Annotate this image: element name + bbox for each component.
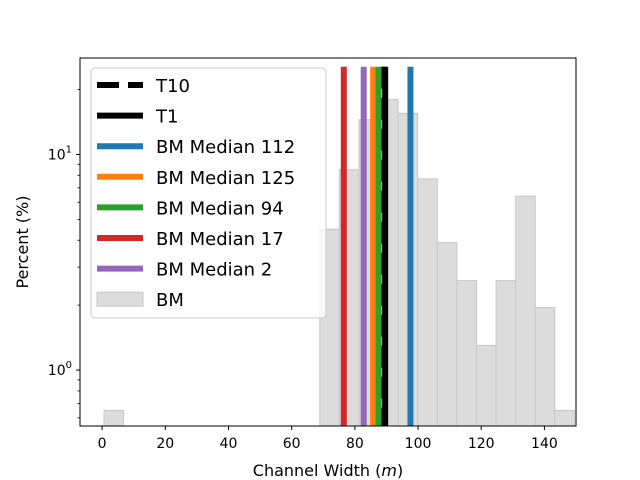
x-tick-label: 100 [405, 436, 432, 452]
legend-label: T1 [155, 107, 178, 128]
histogram-bar [554, 409, 575, 427]
median-lines [340, 66, 414, 426]
x-axis: 0 20 40 60 80 100 120 140 [98, 426, 558, 452]
y-axis: 100 101 [48, 89, 80, 419]
legend-label: BM Median 125 [156, 168, 295, 189]
x-axis-label: Channel Width (m) [253, 461, 403, 480]
x-tick-label: 80 [346, 436, 364, 452]
histogram-bar [436, 242, 458, 427]
y-tick-label: 101 [48, 144, 72, 163]
histogram-bar [456, 280, 477, 427]
x-tick-label: 140 [531, 436, 558, 452]
legend-label: BM [156, 290, 184, 311]
histogram-bar [103, 409, 125, 427]
x-tick-label: 20 [156, 436, 174, 452]
legend: T10 T1 BM Median 112 BM Median 125 BM Median… [90, 67, 327, 319]
legend-label: BM Median 17 [156, 229, 284, 250]
legend-label: BM Median 94 [156, 198, 284, 219]
legend-box [90, 67, 327, 319]
legend-label: BM Median 112 [156, 137, 295, 158]
x-tick-label: 40 [220, 436, 238, 452]
x-tick-label: 120 [468, 436, 495, 452]
histogram-bar [495, 280, 517, 427]
plot-frame [79, 57, 577, 427]
histogram-bar [417, 178, 438, 427]
y-tick-label: 100 [48, 360, 72, 379]
y-axis-label: Percent (%) [13, 196, 32, 289]
histogram-bar [475, 344, 497, 427]
legend-label: BM Median 2 [156, 260, 272, 281]
x-tick-label: 60 [283, 436, 301, 452]
histogram-bar [515, 195, 536, 427]
histogram-bar [534, 306, 556, 427]
legend-swatch [96, 291, 144, 307]
x-tick-label: 0 [98, 436, 107, 452]
legend-label: T10 [155, 76, 190, 97]
